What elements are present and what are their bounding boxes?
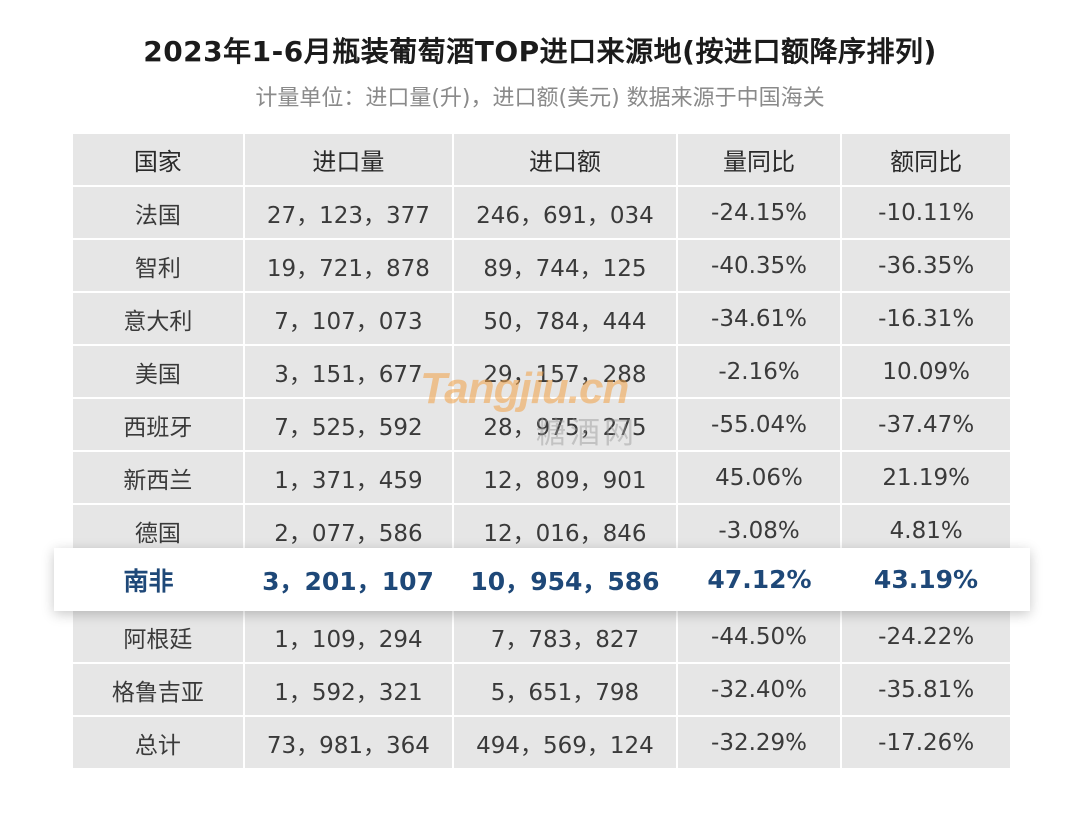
- cell-import-volume: 7，525，592: [244, 399, 453, 450]
- cell-volume-yoy: 45.06%: [677, 452, 841, 503]
- cell-country: 阿根廷: [73, 611, 243, 662]
- highlight-value-yoy: 43.19%: [873, 565, 979, 594]
- highlight-country: 南非: [123, 566, 174, 596]
- chart-title: 2023年1-6月瓶装葡萄酒TOP进口来源地(按进口额降序排列): [143, 35, 937, 68]
- cell-value-yoy: 4.81%: [842, 505, 1010, 556]
- cell-volume-yoy: -34.61%: [677, 293, 841, 344]
- table-row: 西班牙 7，525，592 28，975，275 -55.04% -37.47%: [73, 399, 1010, 450]
- cell-country: 智利: [73, 240, 243, 291]
- cell-import-value: 246，691，034: [454, 187, 676, 238]
- table-row: 智利 19，721，878 89，744，125 -40.35% -36.35%: [73, 240, 1010, 291]
- cell-import-volume: 73，981，364: [244, 717, 453, 768]
- cell-country: 新西兰: [73, 452, 243, 503]
- cell-import-volume: 1，592，321: [244, 664, 453, 715]
- cell-country: 美国: [73, 346, 243, 397]
- cell-volume-yoy: -24.15%: [677, 187, 841, 238]
- cell-value-yoy: 21.19%: [842, 452, 1010, 503]
- cell-value-yoy: 10.09%: [842, 346, 1010, 397]
- cell-import-volume: 7，107，073: [244, 293, 453, 344]
- highlight-row-south-africa: 南非 3，201，107 10，954，586 47.12% 43.19%: [54, 548, 1030, 611]
- header-import-value: 进口额: [454, 134, 676, 185]
- table-row: 法国 27，123，377 246，691，034 -24.15% -10.11%: [73, 187, 1010, 238]
- table-row: 美国 3，151，677 29，157，288 -2.16% 10.09%: [73, 346, 1010, 397]
- data-table: 国家 进口量 进口额 量同比 额同比 法国 27，123，377 246，691，0…: [73, 134, 1010, 770]
- table-body: 法国 27，123，377 246，691，034 -24.15% -10.11% 智利 1…: [73, 187, 1010, 768]
- header-import-volume: 进口量: [244, 134, 453, 185]
- highlight-import-volume: 3，201，107: [262, 566, 434, 596]
- cell-import-value: 50，784，444: [454, 293, 676, 344]
- cell-country: 意大利: [73, 293, 243, 344]
- cell-import-value: 5，651，798: [454, 664, 676, 715]
- highlight-volume-yoy: 47.12%: [707, 565, 812, 594]
- header-country: 国家: [73, 134, 243, 185]
- cell-volume-yoy: -32.29%: [677, 717, 841, 768]
- cell-volume-yoy: -3.08%: [677, 505, 841, 556]
- header-volume-yoy: 量同比: [677, 134, 841, 185]
- cell-volume-yoy: -44.50%: [677, 611, 841, 662]
- cell-volume-yoy: -2.16%: [677, 346, 841, 397]
- table-row: 新西兰 1，371，459 12，809，901 45.06% 21.19%: [73, 452, 1010, 503]
- cell-value-yoy: -36.35%: [842, 240, 1010, 291]
- cell-country: 法国: [73, 187, 243, 238]
- cell-import-value: 29，157，288: [454, 346, 676, 397]
- cell-value-yoy: -10.11%: [842, 187, 1010, 238]
- cell-import-volume: 19，721，878: [244, 240, 453, 291]
- cell-import-volume: 1，109，294: [244, 611, 453, 662]
- cell-import-value: 494，569，124: [454, 717, 676, 768]
- cell-import-value: 12，016，846: [454, 505, 676, 556]
- table-row: 阿根廷 1，109，294 7，783，827 -44.50% -24.22%: [73, 611, 1010, 662]
- cell-value-yoy: -35.81%: [842, 664, 1010, 715]
- cell-volume-yoy: -32.40%: [677, 664, 841, 715]
- cell-import-value: 7，783，827: [454, 611, 676, 662]
- cell-import-volume: 27，123，377: [244, 187, 453, 238]
- cell-import-volume: 2，077，586: [244, 505, 453, 556]
- cell-value-yoy: -17.26%: [842, 717, 1010, 768]
- cell-import-value: 89，744，125: [454, 240, 676, 291]
- cell-import-value: 28，975，275: [454, 399, 676, 450]
- table-row: 总计 73，981，364 494，569，124 -32.29% -17.26%: [73, 717, 1010, 768]
- cell-import-value: 12，809，901: [454, 452, 676, 503]
- table-row: 德国 2，077，586 12，016，846 -3.08% 4.81%: [73, 505, 1010, 556]
- table-row: 格鲁吉亚 1，592，321 5，651，798 -32.40% -35.81%: [73, 664, 1010, 715]
- cell-value-yoy: -37.47%: [842, 399, 1010, 450]
- cell-volume-yoy: -55.04%: [677, 399, 841, 450]
- cell-value-yoy: -16.31%: [842, 293, 1010, 344]
- cell-import-volume: 1，371，459: [244, 452, 453, 503]
- chart-subtitle: 计量单位：进口量(升)，进口额(美元) 数据来源于中国海关: [255, 86, 825, 111]
- table-header-row: 国家 进口量 进口额 量同比 额同比: [73, 134, 1010, 185]
- highlight-import-value: 10，954，586: [470, 566, 660, 596]
- cell-volume-yoy: -40.35%: [677, 240, 841, 291]
- cell-country: 总计: [73, 717, 243, 768]
- header-value-yoy: 额同比: [842, 134, 1010, 185]
- cell-country: 西班牙: [73, 399, 243, 450]
- cell-import-volume: 3，151，677: [244, 346, 453, 397]
- table-row: 意大利 7，107，073 50，784，444 -34.61% -16.31%: [73, 293, 1010, 344]
- cell-country: 格鲁吉亚: [73, 664, 243, 715]
- cell-value-yoy: -24.22%: [842, 611, 1010, 662]
- cell-country: 德国: [73, 505, 243, 556]
